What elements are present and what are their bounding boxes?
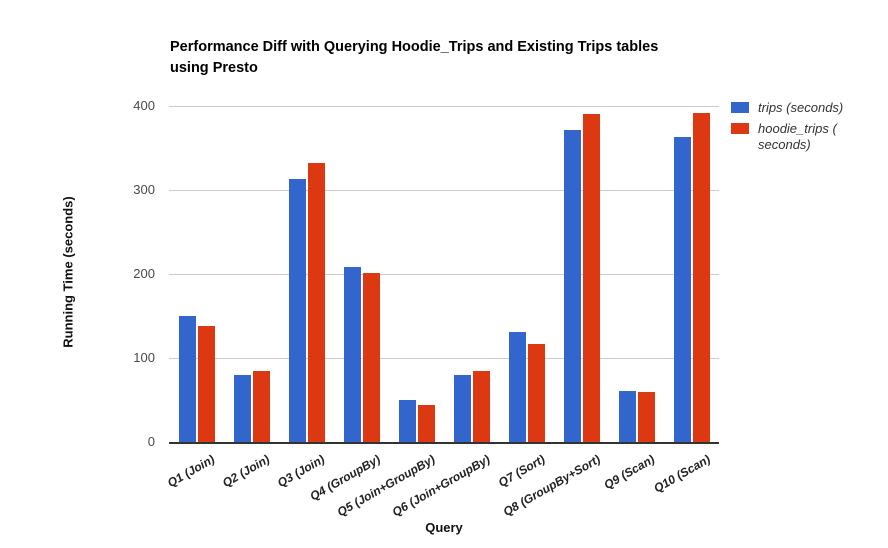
legend-swatch-trips <box>731 102 749 113</box>
bar-trips-q6[interactable] <box>453 374 471 442</box>
x-axis-label-q6: Q6 (Join+GroupBy) <box>389 452 493 520</box>
x-axis-label-q5: Q5 (Join+GroupBy) <box>334 452 438 520</box>
bar-hoodie_trips-q10[interactable] <box>692 112 710 442</box>
legend: trips (seconds) hoodie_trips ( seconds) <box>731 100 862 153</box>
bar-trips-q10[interactable] <box>673 137 691 442</box>
bar-hoodie_trips-q7[interactable] <box>527 343 545 442</box>
legend-label-hoodie_trips: hoodie_trips ( seconds) <box>758 121 837 152</box>
bar-hoodie_trips-q1[interactable] <box>197 326 215 442</box>
bar-hoodie_trips-q5[interactable] <box>417 405 435 442</box>
legend-item-hoodie_trips[interactable]: hoodie_trips ( seconds) <box>731 121 862 153</box>
bar-trips-q5[interactable] <box>398 400 416 442</box>
y-tick-label-200: 200 <box>133 266 155 281</box>
x-axis-label-q1: Q1 (Join) <box>165 452 218 491</box>
chart-title: Performance Diff with Querying Hoodie_Tr… <box>170 37 658 79</box>
plot-area <box>169 106 719 444</box>
y-tick-label-400: 400 <box>133 98 155 113</box>
x-axis-labels: Q1 (Join) Q2 (Join) Q3 (Join) Q4 (GroupBy) Q… <box>165 452 719 519</box>
bar-trips-q3[interactable] <box>288 179 306 442</box>
gridline-100 <box>169 358 719 359</box>
gridline-200 <box>169 274 719 275</box>
chart-title-line-1: Performance Diff with Querying Hoodie_Tr… <box>170 39 659 55</box>
legend-label-trips: trips (seconds) <box>758 100 844 115</box>
x-axis-title: Query <box>425 520 463 535</box>
bar-hoodie_trips-q9[interactable] <box>637 392 655 442</box>
y-tick-label-300: 300 <box>133 182 155 197</box>
legend-item-trips[interactable]: trips (seconds) <box>731 100 862 116</box>
x-axis-label-q2: Q2 (Join) <box>220 452 273 491</box>
bar-trips-q7[interactable] <box>508 331 526 442</box>
y-axis-ticks: 0 100 200 300 400 <box>0 98 155 449</box>
gridline-300 <box>169 190 719 191</box>
bar-hoodie_trips-q3[interactable] <box>307 163 325 442</box>
legend-swatch-hoodie_trips <box>731 123 749 134</box>
bar-trips-q1[interactable] <box>178 316 196 442</box>
y-tick-label-0: 0 <box>147 434 155 449</box>
bar-hoodie_trips-q6[interactable] <box>472 370 490 442</box>
y-tick-label-100: 100 <box>133 350 155 365</box>
bar-trips-q4[interactable] <box>343 267 361 442</box>
x-axis-label-q9: Q9 (Scan) <box>601 452 658 493</box>
x-axis-label-q10: Q10 (Scan) <box>651 452 713 496</box>
bar-hoodie_trips-q4[interactable] <box>362 273 380 442</box>
bar-hoodie_trips-q2[interactable] <box>252 371 270 442</box>
gridline-400 <box>169 106 719 107</box>
chart-title-line-2: using Presto <box>170 60 258 76</box>
bar-trips-q9[interactable] <box>618 390 636 442</box>
bar-hoodie_trips-q8[interactable] <box>582 114 600 442</box>
bar-trips-q8[interactable] <box>563 130 581 442</box>
bar-trips-q2[interactable] <box>233 374 251 442</box>
x-axis-label-q8: Q8 (GroupBy+Sort) <box>500 452 603 519</box>
